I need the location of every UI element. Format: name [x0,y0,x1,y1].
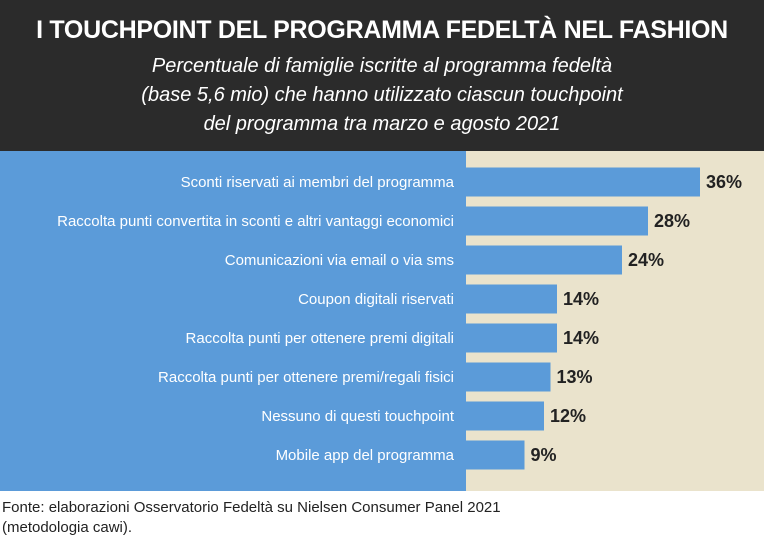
category-label-3: Comunicazioni via email o via sms [225,252,454,269]
bar-3 [466,245,622,275]
chart-area: Sconti riservati ai membri del programma… [0,151,764,491]
bar-4 [466,284,557,314]
value-label-1: 36% [706,172,742,192]
value-label-6: 13% [557,367,593,387]
value-label-4: 14% [563,289,599,309]
chart-subtitle: Percentuale di famiglie iscritte al prog… [40,52,724,139]
source-note: Fonte: elaborazioni Osservatorio Fedeltà… [2,498,742,538]
bar-chart: Sconti riservati ai membri del programma… [57,167,742,470]
category-label-5: Raccolta punti per ottenere premi digita… [186,330,454,347]
subtitle-line-1: Percentuale di famiglie iscritte al prog… [151,55,613,77]
bar-1 [466,167,700,197]
category-label-panel [0,151,466,491]
bar-7 [466,401,544,431]
value-label-7: 12% [550,406,586,426]
value-label-2: 28% [654,211,690,231]
value-label-5: 14% [563,328,599,348]
value-label-8: 9% [531,445,557,465]
source-line-2: (metodologia cawi). [2,519,133,536]
chart-title: I TOUCHPOINT DEL PROGRAMMA FEDELTÀ NEL F… [36,16,728,44]
bar-6 [466,362,551,392]
source-line-1: Fonte: elaborazioni Osservatorio Fedeltà… [2,499,501,516]
subtitle-line-3: del programma tra marzo e agosto 2021 [203,113,561,135]
bar-5 [466,323,557,353]
category-label-6: Raccolta punti per ottenere premi/regali… [158,369,454,386]
category-label-7: Nessuno di questi touchpoint [261,408,454,425]
category-label-4: Coupon digitali riservati [298,291,454,308]
category-label-8: Mobile app del programma [276,447,455,464]
chart-header: I TOUCHPOINT DEL PROGRAMMA FEDELTÀ NEL F… [0,0,764,151]
bar-8 [466,440,525,470]
value-label-3: 24% [628,250,664,270]
category-label-2: Raccolta punti convertita in sconti e al… [57,213,454,230]
subtitle-line-2: (base 5,6 mio) che hanno utilizzato cias… [141,84,623,106]
category-label-1: Sconti riservati ai membri del programma [181,174,455,191]
bar-2 [466,206,648,236]
